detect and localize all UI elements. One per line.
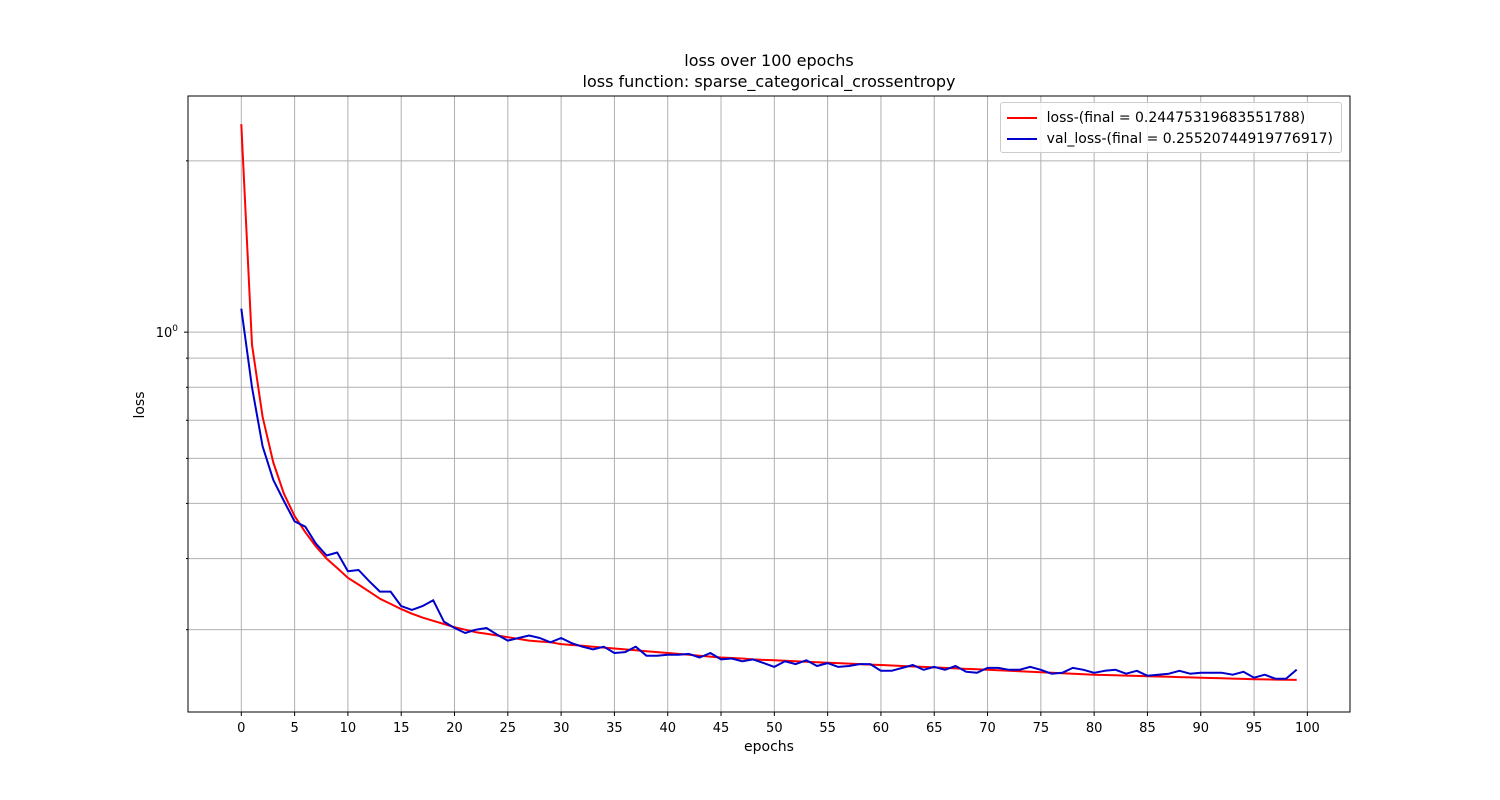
- x-tick-label: 60: [873, 721, 890, 736]
- x-tick-label: 100: [1295, 721, 1320, 736]
- x-tick-label: 75: [1033, 721, 1050, 736]
- x-tick-label: 30: [553, 721, 570, 736]
- x-tick-label: 65: [926, 721, 943, 736]
- x-tick-label: 25: [500, 721, 517, 736]
- chart-title: loss over 100 epochs: [684, 51, 854, 70]
- x-axis-label: epochs: [744, 739, 794, 755]
- x-tick-label: 95: [1246, 721, 1263, 736]
- legend-entry-val-loss: val_loss-(final = 0.25520744919776917): [1006, 128, 1333, 149]
- legend-label-val-loss: val_loss-(final = 0.25520744919776917): [1046, 130, 1333, 147]
- x-tick-label: 20: [446, 721, 463, 736]
- x-tick-label: 55: [819, 721, 836, 736]
- legend-entry-loss: loss-(final = 0.24475319683551788): [1006, 107, 1333, 128]
- x-tick-label: 35: [606, 721, 623, 736]
- legend-label-loss: loss-(final = 0.24475319683551788): [1046, 109, 1306, 126]
- x-tick-label: 90: [1192, 721, 1209, 736]
- x-tick-label: 40: [659, 721, 676, 736]
- legend-swatch-val-loss: [1006, 137, 1037, 140]
- x-tick-label: 5: [290, 721, 298, 736]
- legend: loss-(final = 0.24475319683551788) val_l…: [999, 102, 1342, 153]
- legend-swatch-loss: [1006, 116, 1037, 119]
- x-tick-label: 0: [237, 721, 245, 736]
- x-tick-label: 45: [713, 721, 730, 736]
- y-axis-label: loss: [132, 391, 148, 419]
- x-tick-label: 10: [340, 721, 357, 736]
- x-tick-label: 15: [393, 721, 410, 736]
- series-line-val-loss: [240, 308, 1298, 680]
- plot-frame: [187, 95, 1351, 713]
- y-tick-label: 100: [156, 324, 179, 341]
- x-tick-label: 70: [979, 721, 996, 736]
- x-tick-label: 85: [1139, 721, 1156, 736]
- x-tick-label: 80: [1086, 721, 1103, 736]
- x-tick-label: 50: [766, 721, 783, 736]
- chart-subtitle: loss function: sparse_categorical_crosse…: [582, 72, 956, 91]
- series-line-loss: [240, 124, 1297, 681]
